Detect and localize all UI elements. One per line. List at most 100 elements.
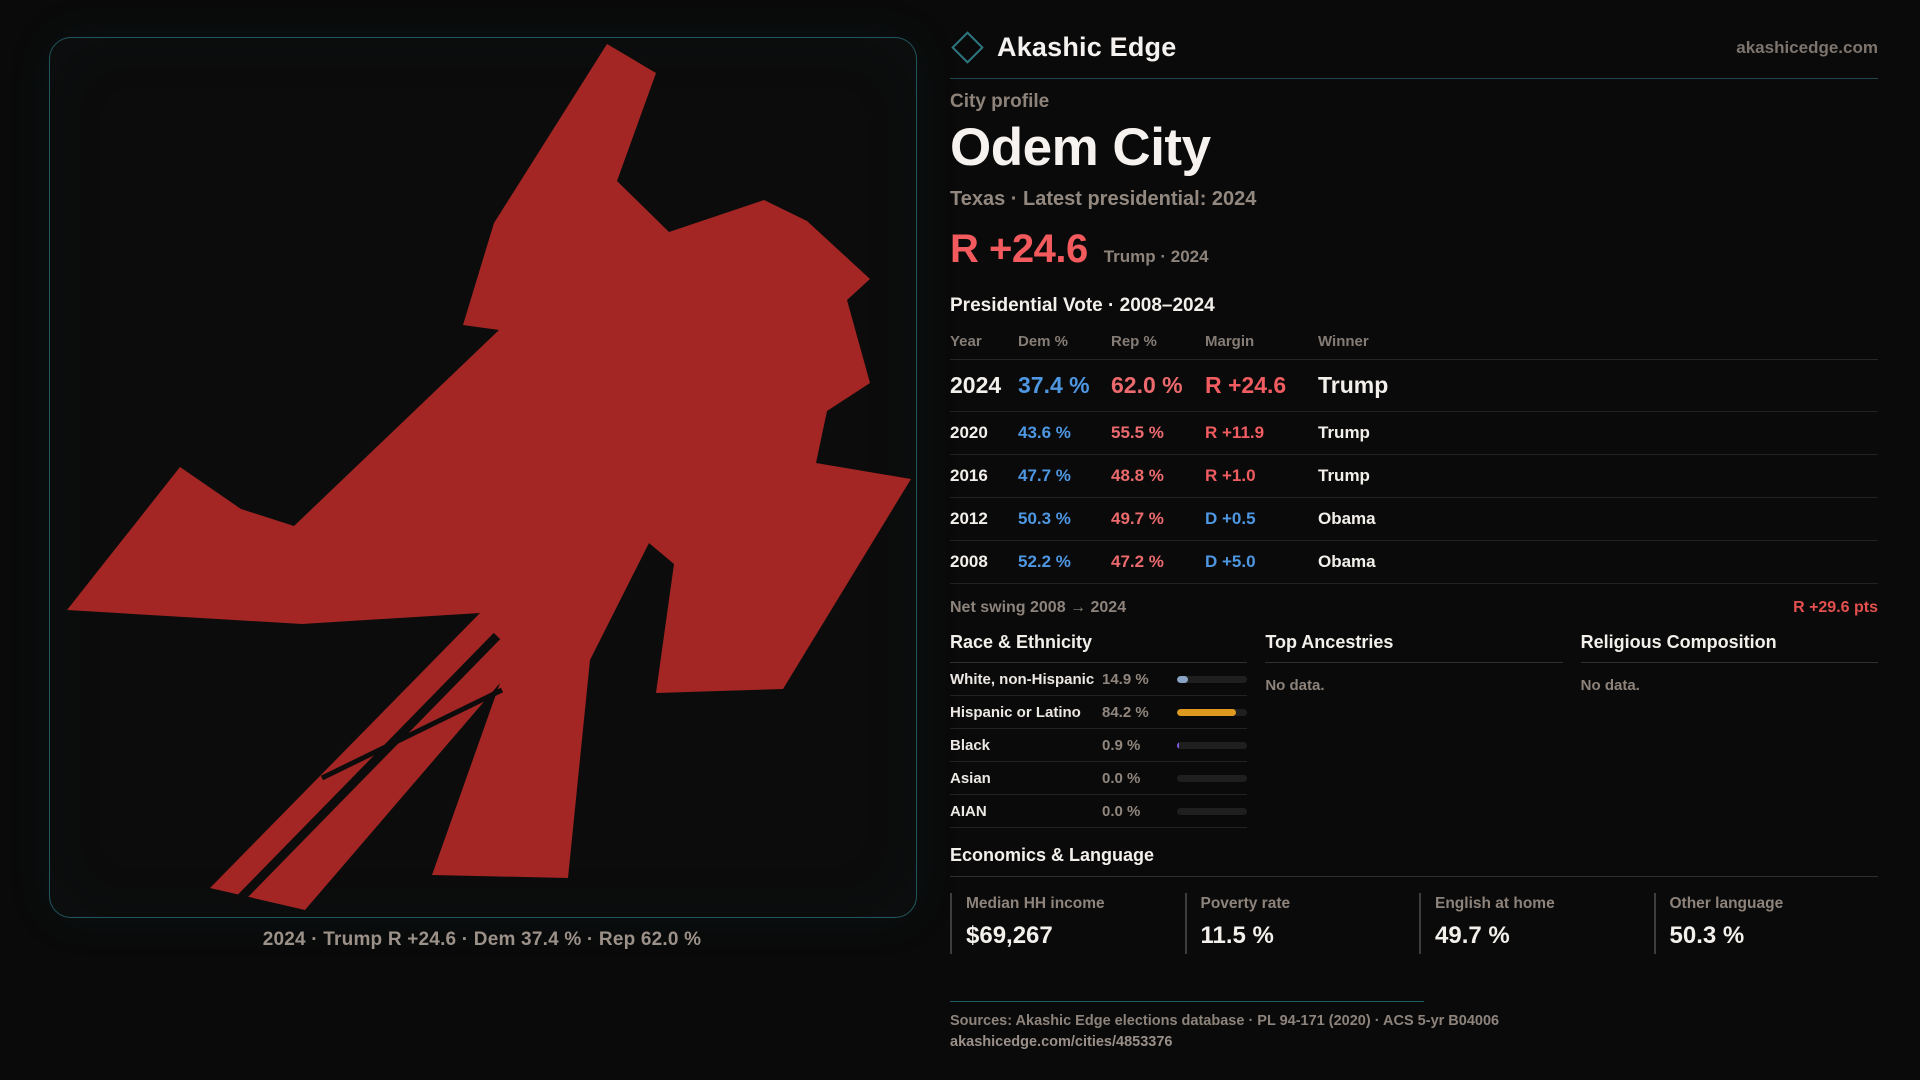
race-value: 0.0 % <box>1102 802 1141 820</box>
vote-dem-pct: 50.3 % <box>1018 509 1071 528</box>
stat-label: Median HH income <box>966 895 1105 912</box>
vote-year: 2008 <box>950 552 988 571</box>
race-value: 14.9 % <box>1102 670 1149 688</box>
city-map-panel <box>49 37 917 918</box>
stat-card: Other language 50.3 % <box>1653 893 1879 954</box>
economics-stats: Median HH income $69,267 Poverty rate 11.5 … <box>950 893 1878 954</box>
vote-year: 2020 <box>950 423 988 442</box>
map-gap-line <box>320 687 504 781</box>
footer-sources: Sources: Akashic Edge elections database… <box>950 1013 1500 1029</box>
race-rows: White, non-Hispanic 14.9 % Hispanic or Lat… <box>950 663 1248 828</box>
brand-diamond-icon <box>951 31 984 64</box>
race-bar-track <box>1177 708 1248 716</box>
race-column: Race & Ethnicity White, non-Hispanic 14.9… <box>950 632 1248 828</box>
net-swing-label: Net swing 2008 → 2024 <box>950 599 1127 616</box>
vote-dem-pct: 43.6 % <box>1018 423 1071 442</box>
headline-margin-block: R +24.6 Trump · 2024 <box>950 227 1878 272</box>
vote-column-header: Winner <box>1318 333 1369 350</box>
race-section-title: Race & Ethnicity <box>950 632 1248 663</box>
race-bar-fill <box>1177 675 1188 683</box>
race-label: Black <box>950 736 991 754</box>
vote-column-header: Rep % <box>1111 333 1157 350</box>
race-bar-fill <box>1177 741 1180 749</box>
race-bar-track <box>1177 807 1248 815</box>
vote-table-row: 2016 47.7 % 48.8 % R +1.0 Trump <box>950 455 1878 498</box>
race-value: 0.9 % <box>1102 736 1141 754</box>
race-value: 84.2 % <box>1102 703 1149 721</box>
vote-margin: R +1.0 <box>1205 466 1256 485</box>
footer-divider <box>950 1001 1424 1002</box>
vote-table-row: 2012 50.3 % 49.7 % D +0.5 Obama <box>950 498 1878 541</box>
stat-value: 50.3 % <box>1669 922 1745 949</box>
vote-year: 2016 <box>950 466 988 485</box>
vote-margin: D +0.5 <box>1205 509 1256 528</box>
race-value: 0.0 % <box>1102 769 1141 787</box>
vote-rep-pct: 49.7 % <box>1111 509 1164 528</box>
economics-section-title: Economics & Language <box>950 845 1878 877</box>
vote-column-header: Dem % <box>1018 333 1069 350</box>
ancestries-section-title: Top Ancestries <box>1265 632 1563 663</box>
stat-value: $69,267 <box>966 922 1053 949</box>
vote-table-row: 2020 43.6 % 55.5 % R +11.9 Trump <box>950 412 1878 455</box>
vote-winner: Obama <box>1318 552 1376 571</box>
stat-card: English at home 49.7 % <box>1419 893 1644 954</box>
vote-column-header: Margin <box>1205 333 1255 350</box>
vote-winner: Obama <box>1318 509 1376 528</box>
stat-label: Poverty rate <box>1200 895 1291 912</box>
net-swing-value: R +29.6 pts <box>1793 599 1878 616</box>
vote-winner: Trump <box>1318 372 1389 398</box>
map-caption: 2024 · Trump R +24.6 · Dem 37.4 % · Rep … <box>262 929 702 950</box>
vote-table-body: 2024 37.4 % 62.0 % R +24.6 Trump 2020 43.6 % 55… <box>950 360 1878 584</box>
footer-permalink-link[interactable]: akashicedge.com/cities/4853376 <box>950 1034 1173 1050</box>
vote-dem-pct: 47.7 % <box>1018 466 1071 485</box>
race-row: White, non-Hispanic 14.9 % <box>950 663 1248 696</box>
vote-margin: D +5.0 <box>1205 552 1256 571</box>
vote-table-row: 2024 37.4 % 62.0 % R +24.6 Trump <box>950 360 1878 412</box>
race-bar-track <box>1177 741 1248 749</box>
race-bar-fill <box>1177 708 1237 716</box>
vote-table-row: 2008 52.2 % 47.2 % D +5.0 Obama <box>950 541 1878 584</box>
vote-rep-pct: 47.2 % <box>1111 552 1164 571</box>
ancestries-empty-text: No data. <box>1265 677 1325 694</box>
race-row: Asian 0.0 % <box>950 762 1248 795</box>
vote-table-title: Presidential Vote · 2008–2024 <box>950 295 1215 316</box>
stat-label: Other language <box>1669 895 1784 912</box>
race-label: AIAN <box>950 802 987 820</box>
stat-value: 11.5 % <box>1200 922 1274 949</box>
ancestries-column: Top Ancestries No data. <box>1265 632 1563 828</box>
vote-dem-pct: 37.4 % <box>1018 372 1090 398</box>
stat-card: Poverty rate 11.5 % <box>1184 893 1410 954</box>
race-row: Hispanic or Latino 84.2 % <box>950 696 1248 729</box>
vote-margin: R +11.9 <box>1205 423 1265 442</box>
city-boundary-map <box>67 44 911 910</box>
race-label: Hispanic or Latino <box>950 703 1081 721</box>
race-label: Asian <box>950 769 991 787</box>
profile-pane: Akashic Edge akashicedge.com City profil… <box>950 0 1878 954</box>
stat-value: 49.7 % <box>1435 922 1510 949</box>
stat-label: English at home <box>1435 895 1555 912</box>
race-row: Black 0.9 % <box>950 729 1248 762</box>
vote-winner: Trump <box>1318 423 1370 442</box>
race-label: White, non-Hispanic <box>950 670 1095 688</box>
headline-margin-value: R +24.6 <box>950 227 1088 271</box>
race-bar-track <box>1177 675 1248 683</box>
religion-empty-text: No data. <box>1580 677 1640 694</box>
religion-section-title: Religious Composition <box>1580 632 1878 663</box>
map-gap-line <box>229 632 501 910</box>
city-subtitle: Texas · Latest presidential: 2024 <box>950 188 1257 210</box>
brand-domain-link[interactable]: akashicedge.com <box>1736 37 1878 57</box>
vote-rep-pct: 48.8 % <box>1111 466 1164 485</box>
header-divider <box>950 78 1878 79</box>
vote-column-header: Year <box>950 333 982 350</box>
headline-margin-context: Trump · 2024 <box>1103 247 1209 266</box>
race-bar-track <box>1177 774 1248 782</box>
page-footer: Sources: Akashic Edge elections database… <box>950 1001 1878 1051</box>
vote-table-header: Year Dem % Rep % Margin Winner <box>950 333 1878 360</box>
vote-rep-pct: 62.0 % <box>1111 372 1183 398</box>
kicker: City profile <box>950 91 1050 112</box>
page-title: Odem City <box>950 118 1211 177</box>
brand-name: Akashic Edge <box>997 32 1177 62</box>
vote-winner: Trump <box>1318 466 1370 485</box>
vote-rep-pct: 55.5 % <box>1111 423 1164 442</box>
